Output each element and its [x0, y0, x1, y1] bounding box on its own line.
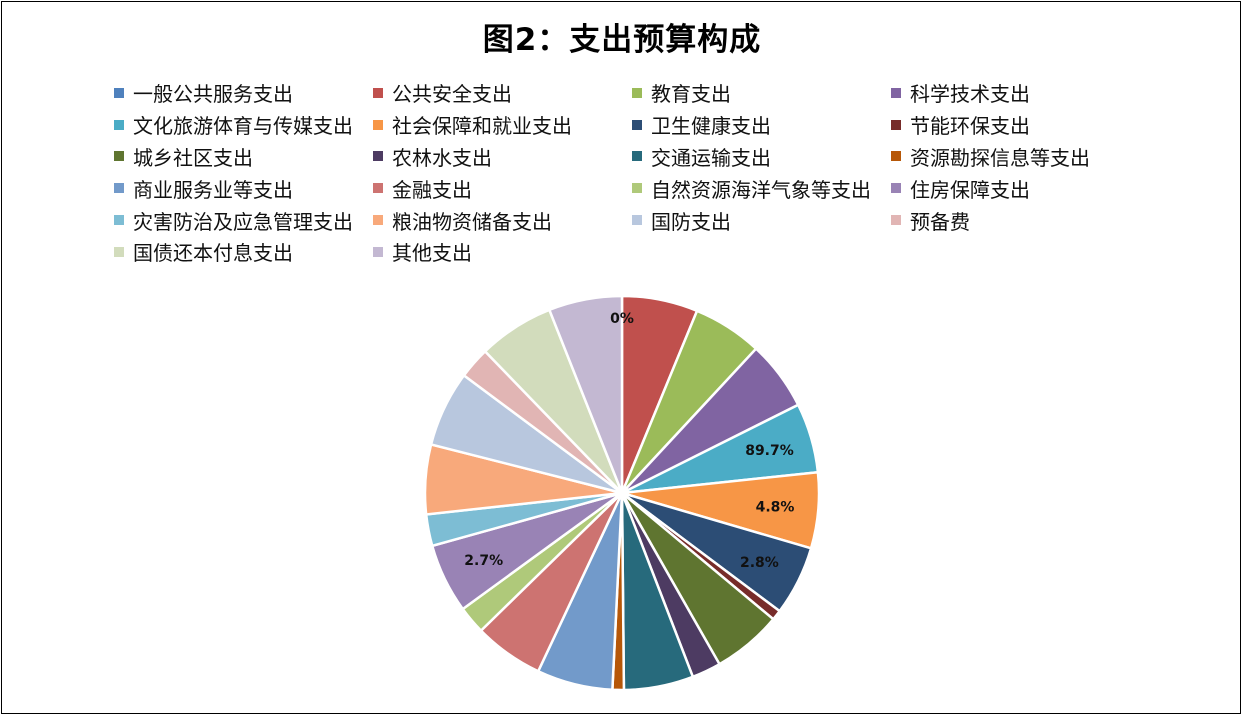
legend-swatch [114, 151, 124, 162]
data-label: 2.8% [740, 555, 779, 571]
legend-item: 科学技术支出 [891, 77, 1150, 109]
legend-label: 卫生健康支出 [651, 114, 771, 139]
legend-label: 公共安全支出 [392, 82, 512, 107]
legend-swatch [891, 119, 901, 130]
legend-label: 金融支出 [392, 177, 472, 202]
legend-item: 教育支出 [632, 77, 891, 109]
legend-item: 灾害防治及应急管理支出 [114, 204, 373, 236]
legend-label: 其他支出 [392, 241, 472, 266]
legend-swatch [632, 151, 642, 162]
legend-label: 灾害防治及应急管理支出 [133, 209, 353, 234]
legend-item: 公共安全支出 [373, 77, 632, 109]
data-label: 0% [610, 311, 634, 327]
legend-label: 文化旅游体育与传媒支出 [133, 114, 353, 139]
legend-swatch [891, 215, 901, 226]
legend-label: 节能环保支出 [910, 114, 1030, 139]
legend-item: 商业服务业等支出 [114, 172, 373, 204]
legend-item: 国债还本付息支出 [114, 236, 373, 268]
legend-item: 社会保障和就业支出 [373, 109, 632, 141]
legend-swatch [114, 215, 124, 226]
legend-item: 文化旅游体育与传媒支出 [114, 109, 373, 141]
legend-item: 卫生健康支出 [632, 109, 891, 141]
legend-item: 预备费 [891, 204, 1150, 236]
legend-item: 金融支出 [373, 172, 632, 204]
data-label: 4.8% [756, 500, 795, 516]
legend-label: 国防支出 [651, 209, 731, 234]
legend-label: 商业服务业等支出 [133, 177, 293, 202]
legend-label: 交通运输支出 [651, 145, 771, 170]
data-label: 89.7% [745, 443, 794, 459]
legend-label: 一般公共服务支出 [133, 82, 293, 107]
legend-item: 其他支出 [373, 236, 632, 268]
legend-item: 一般公共服务支出 [114, 77, 373, 109]
legend-swatch [632, 183, 642, 194]
legend-item: 节能环保支出 [891, 109, 1150, 141]
legend-label: 资源勘探信息等支出 [910, 145, 1090, 170]
legend-swatch [373, 119, 383, 130]
data-label: 2.7% [464, 553, 503, 569]
legend-item: 城乡社区支出 [114, 141, 373, 173]
legend-label: 城乡社区支出 [133, 145, 253, 170]
legend-item: 国防支出 [632, 204, 891, 236]
legend-label: 粮油物资储备支出 [392, 209, 552, 234]
legend-swatch [373, 151, 383, 162]
legend-item: 粮油物资储备支出 [373, 204, 632, 236]
legend-swatch [373, 183, 383, 194]
legend-item: 资源勘探信息等支出 [891, 141, 1150, 173]
legend-label: 住房保障支出 [910, 177, 1030, 202]
legend-swatch [891, 183, 901, 194]
legend-swatch [632, 87, 642, 98]
legend-label: 教育支出 [651, 82, 731, 107]
legend-item: 农林水支出 [373, 141, 632, 173]
legend-label: 自然资源海洋气象等支出 [651, 177, 871, 202]
legend-swatch [632, 119, 642, 130]
legend-swatch [114, 87, 124, 98]
legend-label: 农林水支出 [392, 145, 492, 170]
legend-item: 自然资源海洋气象等支出 [632, 172, 891, 204]
legend-swatch [114, 246, 124, 257]
legend-swatch [891, 151, 901, 162]
chart-title: 图2：支出预算构成 [482, 22, 762, 58]
legend-item: 交通运输支出 [632, 141, 891, 173]
legend-swatch [373, 246, 383, 257]
legend-swatch [373, 87, 383, 98]
legend-swatch [632, 215, 642, 226]
legend-item: 住房保障支出 [891, 172, 1150, 204]
legend-swatch [114, 119, 124, 130]
legend-swatch [891, 87, 901, 98]
legend-swatch [114, 183, 124, 194]
legend-label: 科学技术支出 [910, 82, 1030, 107]
legend-swatch [373, 215, 383, 226]
chart-legend: 一般公共服务支出 公共安全支出 教育支出 科学技术支出文化旅游体育与传媒支出 社会保障和… [114, 77, 1154, 268]
legend-label: 国债还本付息支出 [133, 241, 293, 266]
legend-label: 社会保障和就业支出 [392, 114, 572, 139]
legend-label: 预备费 [910, 209, 970, 234]
pie-slice [547, 294, 624, 494]
